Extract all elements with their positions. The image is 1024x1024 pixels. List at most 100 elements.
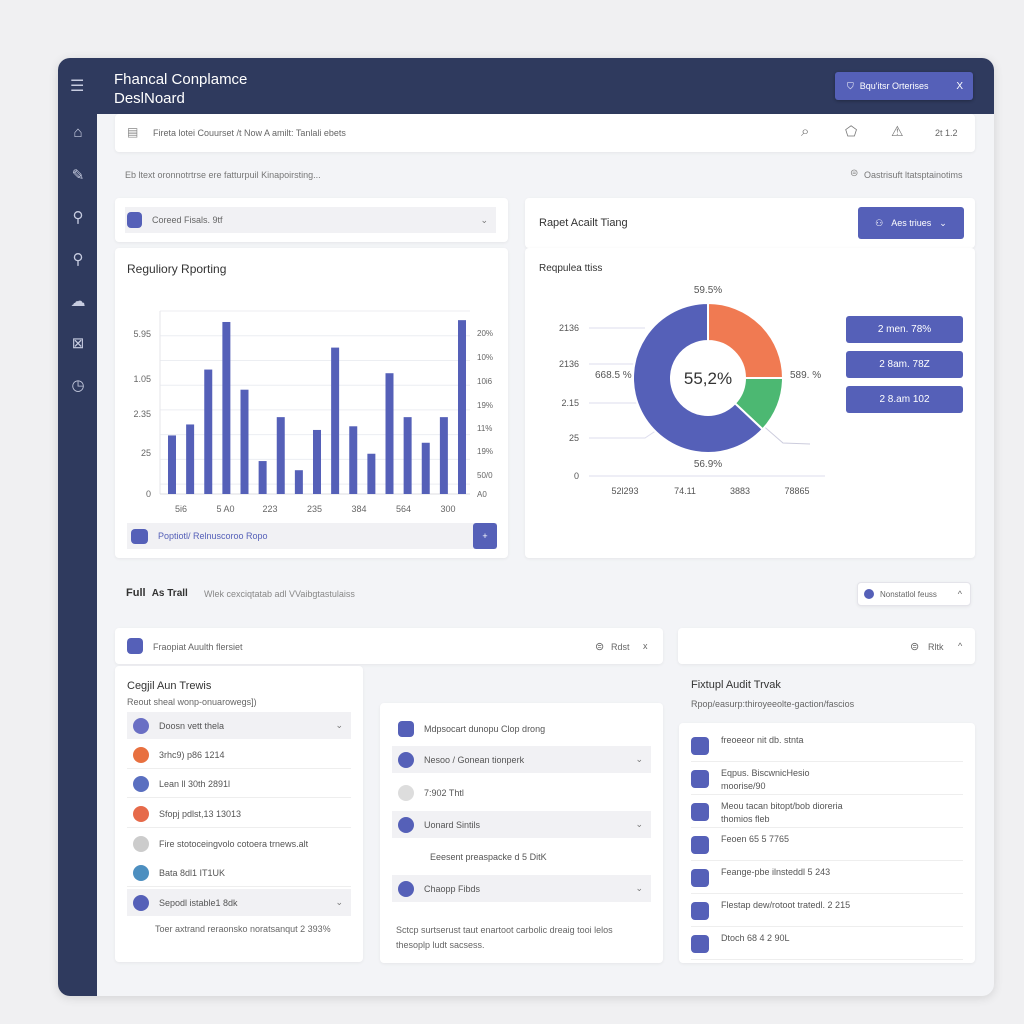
audit-trends-card: Cegjil Aun Trewis Reout sheal wonp-onuar… [115, 666, 363, 962]
row-icon [398, 784, 414, 801]
bar[interactable] [258, 461, 267, 494]
chevron-down-icon[interactable]: ⌄ [335, 720, 343, 730]
sidebar: ⌂ ✎ ⚲ ⚲ ☁ ⊠ ◷ [58, 114, 97, 996]
detail-row[interactable]: Nesoo / Gonean tionperk ⌄ [392, 746, 651, 773]
bar[interactable] [204, 369, 213, 494]
chevron-up-icon[interactable]: ^ [958, 641, 963, 651]
chevron-down-icon: ⌄ [939, 217, 947, 228]
detail-row[interactable]: 7:902 Thtl [392, 779, 651, 806]
search-icon[interactable]: ⚲ [72, 251, 84, 268]
track-row[interactable]: Feange-pbe ilnsteddl 5 243 [691, 861, 963, 894]
bar[interactable] [331, 347, 340, 494]
row-label: Lean ll 30th 2891l [159, 779, 231, 789]
bar[interactable] [168, 435, 176, 494]
track-row[interactable]: Dtoch 68 4 2 90L [691, 927, 963, 960]
bar[interactable] [367, 453, 376, 494]
user-icon[interactable]: ⚲ [72, 209, 84, 226]
report-icon[interactable]: ⊠ [71, 335, 85, 352]
clock-icon[interactable]: ◷ [71, 377, 85, 394]
add-button[interactable]: + [473, 523, 497, 549]
track-row[interactable]: Feoen 65 5 7765 [691, 828, 963, 861]
track-row[interactable]: Flestap dew/rotoot tratedl. 2 215 [691, 894, 963, 927]
row-icon [691, 737, 709, 755]
track-row[interactable]: Eqpus. BiscwnicHesio moorise/90 [691, 762, 963, 795]
audit-filter-button[interactable]: Nonstatlol feuss ^ [857, 582, 971, 606]
report-action-button[interactable]: ⚇ Aes triues ⌄ [858, 207, 964, 239]
legend-button[interactable]: 2 men. 78% [846, 316, 963, 343]
details-footer-1: Sctcp surtserust taut enartoot carbolic … [396, 925, 613, 935]
row-icon [133, 864, 149, 881]
pie-chart-card: Reqpulea ttiss 2136 2136 2.15 25 0 52l293 74.1… [525, 248, 975, 558]
chevron-down-icon[interactable]: ⌄ [635, 883, 643, 893]
chevron-down-icon[interactable]: ⌄ [335, 897, 343, 907]
details-footer-2: thesoplp ludt sacsess. [396, 940, 485, 950]
menu-icon[interactable]: ☰ [70, 78, 85, 95]
row-label: Chaopp Fibds [424, 883, 481, 894]
bar[interactable] [222, 321, 231, 494]
chevron-down-icon[interactable]: ⌄ [635, 754, 643, 764]
alert-icon[interactable]: ⚠ [891, 123, 904, 139]
search-icon[interactable]: ⌕ [801, 123, 810, 140]
close-icon[interactable]: x [643, 641, 648, 651]
trend-row[interactable]: 3rhc9) p86 1214 [127, 742, 351, 769]
bar[interactable] [276, 417, 285, 494]
bar[interactable] [313, 429, 321, 494]
header-action-button[interactable]: ⛉ Bqu'itsr Orterises X [835, 72, 973, 100]
legend-button[interactable]: 2 8.am 102 [846, 386, 963, 413]
detail-row[interactable]: Uonard Sintils ⌄ [392, 811, 651, 838]
detail-row[interactable]: Mdpsocart dunopu Clop drong [392, 715, 651, 742]
leader-line [759, 422, 811, 445]
report-select[interactable]: Poptiotl/ Relnuscoroo Ropo + [127, 523, 497, 549]
cloud-icon[interactable]: ☁ [70, 293, 86, 310]
audit-track-title: Fixtupl Audit Trvak [691, 679, 781, 691]
donut-slice[interactable] [707, 301, 785, 379]
legend-button-label: 2 8am. 78Z [879, 359, 930, 370]
bar[interactable] [458, 320, 466, 494]
x-tick-label: 52l293 [611, 486, 638, 496]
trend-row[interactable]: Fire stotoceingvolo cotoera trnews.alt [127, 830, 351, 857]
filter-value: Coreed Fisals. 9tf [152, 215, 223, 225]
detail-row[interactable]: Chaopp Fibds ⌄ [392, 875, 651, 902]
bar[interactable] [240, 389, 249, 494]
bar[interactable] [294, 470, 303, 494]
trend-row[interactable]: Doosn vett thela ⌄ [127, 712, 351, 739]
audit-trends-footer: Toer axtrand reraonsko noratsanqut 2 393… [155, 924, 331, 934]
info-right-link[interactable]: Oastrisuft ltatsptainotims [864, 170, 963, 180]
bar[interactable] [385, 373, 394, 494]
close-icon[interactable]: X [956, 80, 963, 92]
chevron-down-icon[interactable]: ⌄ [635, 819, 643, 829]
breadcrumb: Fireta lotei Couurset /t Now A amilt: Ta… [153, 128, 346, 138]
dashboard-window: ☰ Fhancal Conplamce DeslNoard ⛉ Bqu'itsr O… [58, 58, 994, 996]
audit-action-button[interactable]: Rdst [611, 642, 630, 652]
detail-row[interactable]: Eeesent preaspacke d 5 DitK [392, 843, 651, 870]
track-row[interactable]: freoeeor nit db. stnta [691, 729, 963, 762]
bar-chart-card: Reguliory Rporting 5.95 1.05 2.35 25 0 20% 10%… [115, 248, 508, 558]
filter-select[interactable]: Coreed Fisals. 9tf ⌄ [125, 207, 496, 233]
header-action-label: Bqu'itsr Orterises [859, 81, 929, 91]
row-label: 7:902 Thtl [424, 787, 464, 798]
audit-icon [127, 638, 143, 654]
track-row[interactable]: Meou tacan bitopt/bob dioreria thomios fl… [691, 795, 963, 828]
donut-slice[interactable] [632, 301, 765, 454]
y-right-tick-label: A0 [477, 490, 487, 499]
trend-row[interactable]: Bata 8dl1 IT1UK [127, 860, 351, 887]
audit-trends-title: Cegjil Aun Trewis [127, 680, 212, 692]
row-label: Eeesent preaspacke d 5 DitK [430, 851, 547, 862]
bar[interactable] [349, 426, 358, 494]
home-icon[interactable]: ⌂ [73, 124, 83, 141]
trend-row[interactable]: Lean ll 30th 2891l [127, 771, 351, 798]
chat-icon[interactable]: ⬠ [845, 123, 858, 139]
y-tick-label: 1.05 [133, 374, 151, 384]
legend-button[interactable]: 2 8am. 78Z [846, 351, 963, 378]
trend-row[interactable]: Sfopj pdlst,13 13013 [127, 801, 351, 828]
bar[interactable] [186, 424, 195, 494]
audit-right-action[interactable]: Rltk [928, 642, 944, 652]
donut-chart: 2136 2136 2.15 25 0 52l293 74.11 3883 78865 55,2%… [559, 285, 825, 496]
bar[interactable] [421, 442, 430, 494]
edit-icon[interactable]: ✎ [71, 167, 85, 184]
bar[interactable] [403, 417, 412, 494]
row-label: freoeeor nit db. stnta [721, 735, 804, 745]
bar[interactable] [439, 417, 448, 494]
trend-row[interactable]: Sepodl istable1 8dk ⌄ [127, 889, 351, 916]
audit-title: Full As Trall [126, 587, 188, 599]
